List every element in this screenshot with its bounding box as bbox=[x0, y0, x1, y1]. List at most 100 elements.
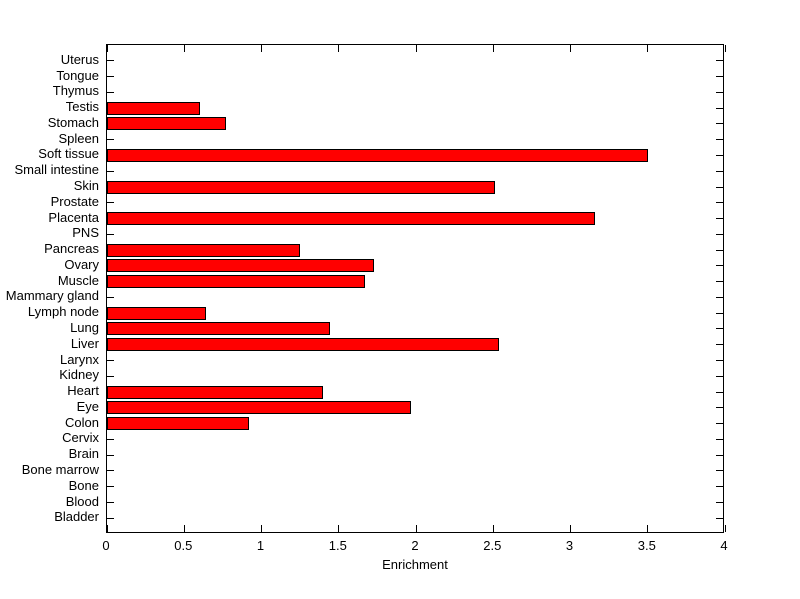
y-tick bbox=[107, 170, 114, 172]
y-tick bbox=[107, 296, 114, 298]
y-tick bbox=[107, 360, 114, 361]
bar-muscle bbox=[107, 275, 365, 289]
x-tick bbox=[492, 525, 494, 532]
y-tick-mirror bbox=[716, 202, 723, 204]
x-tick bbox=[415, 525, 417, 532]
x-tick-mirror bbox=[570, 45, 571, 52]
y-tick-label: Thymus bbox=[52, 83, 99, 99]
y-tick-label: Lymph node bbox=[27, 304, 99, 320]
bar-colon bbox=[107, 417, 250, 431]
x-tick-label: 0 bbox=[102, 538, 110, 553]
y-tick-mirror bbox=[716, 154, 723, 156]
x-axis-title: Enrichment bbox=[382, 557, 448, 572]
y-tick-mirror bbox=[716, 391, 723, 393]
y-tick-mirror bbox=[716, 170, 723, 172]
y-tick-label: Heart bbox=[67, 383, 99, 398]
y-tick-label: Small intestine bbox=[14, 162, 99, 178]
y-tick-mirror bbox=[716, 375, 723, 377]
x-tick-label: 2.5 bbox=[483, 538, 502, 553]
x-tick-mirror bbox=[338, 45, 340, 52]
y-tick-mirror bbox=[716, 360, 723, 361]
y-tick-mirror bbox=[716, 423, 723, 425]
x-tick-mirror bbox=[647, 45, 649, 52]
y-tick-mirror bbox=[716, 470, 723, 472]
bar-placenta bbox=[107, 212, 596, 225]
y-tick-label: Blood bbox=[65, 493, 99, 509]
y-tick bbox=[107, 502, 114, 503]
x-tick-mirror bbox=[492, 45, 494, 52]
y-tick-label: Eye bbox=[76, 398, 99, 414]
bar-pancreas bbox=[107, 243, 301, 257]
y-tick-mirror bbox=[716, 296, 723, 298]
x-tick bbox=[570, 525, 571, 532]
bar-testis bbox=[107, 101, 200, 115]
y-tick bbox=[107, 470, 114, 472]
y-tick-label: Bone marrow bbox=[21, 461, 99, 477]
bar-soft-tissue bbox=[107, 148, 648, 162]
y-tick-label: Mammary gland bbox=[5, 288, 99, 304]
bar-skin bbox=[107, 180, 495, 194]
y-tick-label: Soft tissue bbox=[38, 146, 99, 162]
bar-stomach bbox=[107, 117, 226, 131]
y-tick-mirror bbox=[716, 91, 723, 93]
x-tick-mirror bbox=[183, 45, 185, 52]
y-tick-mirror bbox=[716, 502, 723, 503]
y-tick-label: Tongue bbox=[56, 67, 99, 83]
x-tick-mirror bbox=[415, 45, 417, 52]
y-tick-mirror bbox=[716, 486, 723, 488]
y-tick bbox=[107, 233, 114, 235]
x-tick-label: 3.5 bbox=[637, 538, 656, 553]
y-tick bbox=[107, 517, 114, 519]
y-tick-label: Ovary bbox=[64, 256, 99, 272]
x-tick-mirror bbox=[261, 45, 262, 52]
x-tick bbox=[106, 525, 108, 532]
y-tick bbox=[107, 202, 114, 204]
x-tick bbox=[183, 525, 185, 532]
y-tick-mirror bbox=[716, 233, 723, 235]
y-tick-label: Skin bbox=[73, 178, 99, 193]
x-tick-label: 1 bbox=[256, 538, 265, 553]
y-tick-mirror bbox=[716, 249, 723, 251]
y-tick-label: Placenta bbox=[48, 209, 99, 225]
y-tick-mirror bbox=[716, 328, 723, 330]
y-tick bbox=[107, 438, 114, 440]
y-tick-mirror bbox=[716, 76, 723, 77]
bar-eye bbox=[107, 401, 412, 415]
y-tick-label: PNS bbox=[72, 225, 99, 241]
y-tick bbox=[107, 60, 114, 62]
y-tick-mirror bbox=[716, 186, 723, 188]
y-tick-label: Spleen bbox=[58, 130, 99, 146]
bar-lung bbox=[107, 322, 330, 336]
y-tick-label: Muscle bbox=[57, 272, 99, 288]
x-tick bbox=[724, 525, 726, 532]
y-tick bbox=[107, 91, 114, 93]
x-tick-label: 4 bbox=[720, 538, 728, 553]
x-tick-mirror bbox=[724, 45, 726, 52]
x-tick bbox=[261, 525, 262, 532]
y-tick-label: Testis bbox=[65, 99, 99, 115]
y-tick-label: Bone bbox=[68, 477, 99, 493]
y-tick bbox=[107, 375, 114, 377]
y-tick-label: Liver bbox=[70, 335, 99, 351]
y-tick-mirror bbox=[716, 438, 723, 440]
y-tick-label: Pancreas bbox=[44, 241, 99, 257]
y-tick-label: Brain bbox=[68, 446, 99, 462]
y-tick-label: Kidney bbox=[59, 367, 99, 383]
x-tick-label: 1.5 bbox=[328, 538, 347, 553]
plot-area bbox=[106, 44, 726, 533]
y-tick-mirror bbox=[716, 218, 723, 219]
x-tick-label: 2 bbox=[411, 538, 419, 553]
bar-ovary bbox=[107, 259, 375, 273]
y-tick-label: Uterus bbox=[60, 51, 99, 67]
y-tick-mirror bbox=[716, 123, 723, 125]
y-tick bbox=[107, 139, 114, 141]
y-tick bbox=[107, 454, 114, 456]
y-tick-mirror bbox=[716, 407, 723, 409]
x-tick-label: 0.5 bbox=[174, 538, 193, 553]
y-tick bbox=[107, 486, 114, 488]
y-tick-label: Cervix bbox=[62, 430, 99, 446]
y-tick-label: Colon bbox=[65, 414, 99, 430]
y-tick-mirror bbox=[716, 517, 723, 519]
y-tick-label: Larynx bbox=[59, 351, 99, 367]
